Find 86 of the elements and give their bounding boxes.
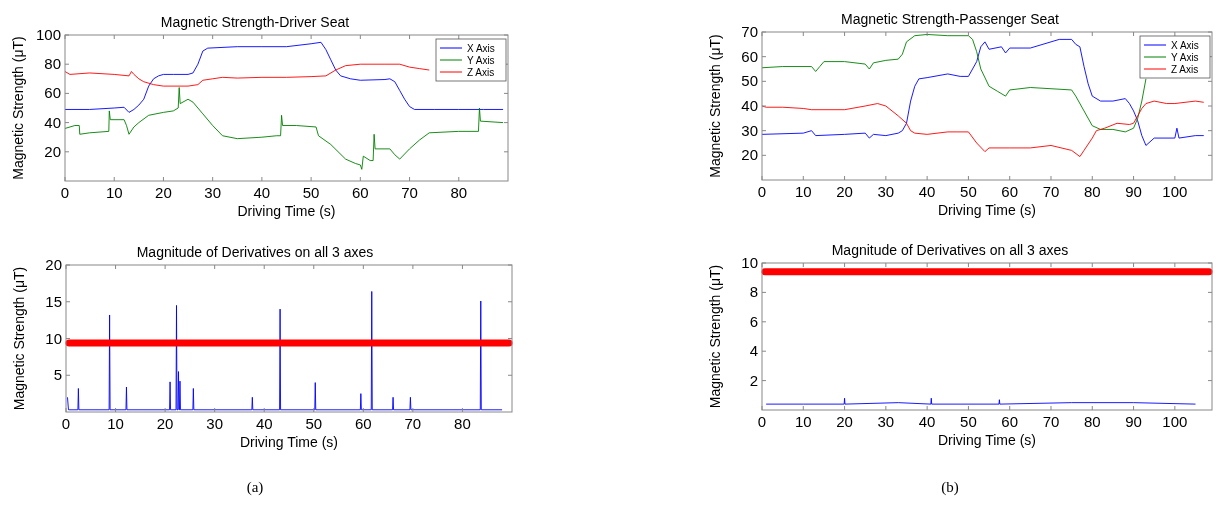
x-tick-label: 60 — [351, 184, 369, 201]
y-axis-title: Magnetic Strength (μT) — [707, 34, 723, 178]
x-tick-label: 40 — [253, 184, 271, 201]
x-tick-label: 10 — [794, 183, 812, 200]
x-tick-label: 10 — [794, 413, 812, 430]
x-tick-label: 10 — [107, 415, 124, 432]
x-tick-label: 0 — [60, 184, 70, 201]
x-tick-label: 70 — [401, 184, 418, 201]
x-tick-label: 60 — [1001, 413, 1019, 430]
chart-title: Magnitude of Derivatives on all 3 axes — [831, 242, 1069, 258]
x-axis-title: Driving Time (s) — [239, 434, 339, 450]
x-tick-label: 80 — [450, 184, 468, 201]
x-tick-label: 90 — [1125, 183, 1142, 200]
x-tick-label: 80 — [454, 415, 471, 432]
x-tick-label: 20 — [836, 183, 853, 200]
line-series — [67, 291, 503, 411]
x-tick-label: 0 — [61, 415, 71, 432]
line-series — [64, 41, 504, 113]
y-tick-label: 70 — [741, 23, 758, 40]
y-tick-label: 20 — [741, 146, 758, 164]
y-tick-label: 50 — [741, 72, 758, 90]
x-tick-label: 50 — [302, 184, 320, 201]
x-tick-label: 40 — [918, 183, 936, 200]
y-tick-label: 2 — [749, 371, 758, 389]
x-tick-label: 60 — [1001, 183, 1019, 200]
x-axis-title: Driving Time (s) — [237, 203, 336, 219]
y-axis-title: Magnetic Strength (μT) — [11, 266, 27, 411]
y-tick-label: 20 — [44, 142, 61, 160]
chart-title: Magnetic Strength-Driver Seat — [160, 14, 350, 30]
line-series — [761, 38, 1205, 146]
x-tick-label: 60 — [354, 415, 372, 432]
legend-label: Z Axis — [467, 67, 495, 78]
text: (b) — [941, 479, 959, 496]
y-tick-label: 40 — [741, 97, 758, 114]
y-tick-label: 10 — [45, 329, 62, 347]
x-tick-label: 50 — [960, 183, 977, 200]
x-tick-label: 0 — [757, 413, 767, 430]
x-tick-label: 20 — [156, 415, 174, 432]
y-tick-label: 30 — [741, 121, 758, 139]
y-tick-label: 8 — [749, 283, 758, 301]
x-axis-title: Driving Time (s) — [937, 432, 1037, 448]
x-tick-label: 20 — [836, 413, 853, 430]
y-tick-label: 40 — [44, 113, 61, 131]
x-tick-label: 70 — [1042, 183, 1060, 200]
y-axis-title: Magnetic Strength (μT) — [707, 264, 723, 409]
y-tick-label: 100 — [35, 26, 61, 43]
x-tick-label: 80 — [1083, 413, 1101, 430]
x-tick-label: 0 — [757, 183, 767, 200]
x-tick-label: 30 — [206, 415, 224, 432]
x-tick-label: 40 — [255, 415, 273, 432]
y-tick-label: 15 — [45, 292, 62, 310]
x-tick-label: 70 — [404, 415, 422, 432]
y-tick-label: 4 — [749, 342, 758, 360]
x-tick-label: 100 — [1162, 413, 1188, 430]
line-series — [64, 63, 430, 87]
legend-label: X Axis — [467, 43, 495, 54]
x-tick-label: 50 — [960, 413, 977, 430]
y-tick-label: 5 — [53, 366, 62, 384]
y-tick-label: 20 — [45, 256, 62, 273]
x-tick-label: 80 — [1083, 183, 1101, 200]
line-series — [761, 34, 1147, 133]
x-tick-label: 100 — [1162, 183, 1188, 200]
x-tick-label: 30 — [204, 184, 222, 201]
y-tick-label: 10 — [741, 254, 758, 271]
x-tick-label: 20 — [155, 184, 172, 201]
chart-title: Magnitude of Derivatives on all 3 axes — [136, 244, 374, 260]
x-tick-label: 90 — [1125, 413, 1142, 430]
y-tick-label: 6 — [749, 312, 758, 330]
legend-label: Z Axis — [1171, 64, 1199, 75]
y-tick-label: 80 — [44, 55, 61, 73]
chart-title: Magnetic Strength-Passenger Seat — [841, 11, 1060, 27]
y-axis-title: Magnetic Strength (μT) — [10, 36, 26, 180]
legend-label: Y Axis — [1171, 52, 1199, 63]
y-tick-label: 60 — [741, 47, 758, 65]
legend-label: Y Axis — [467, 55, 495, 66]
x-axis-title: Driving Time (s) — [937, 202, 1037, 218]
x-tick-label: 30 — [877, 413, 895, 430]
text: (a) — [246, 479, 264, 496]
y-tick-label: 60 — [44, 84, 61, 102]
x-tick-label: 40 — [918, 413, 936, 430]
line-series — [64, 87, 504, 170]
legend-label: X Axis — [1171, 40, 1199, 51]
x-tick-label: 30 — [877, 183, 895, 200]
x-tick-label: 10 — [105, 184, 123, 201]
x-tick-label: 70 — [1042, 413, 1060, 430]
x-tick-label: 50 — [305, 415, 323, 432]
